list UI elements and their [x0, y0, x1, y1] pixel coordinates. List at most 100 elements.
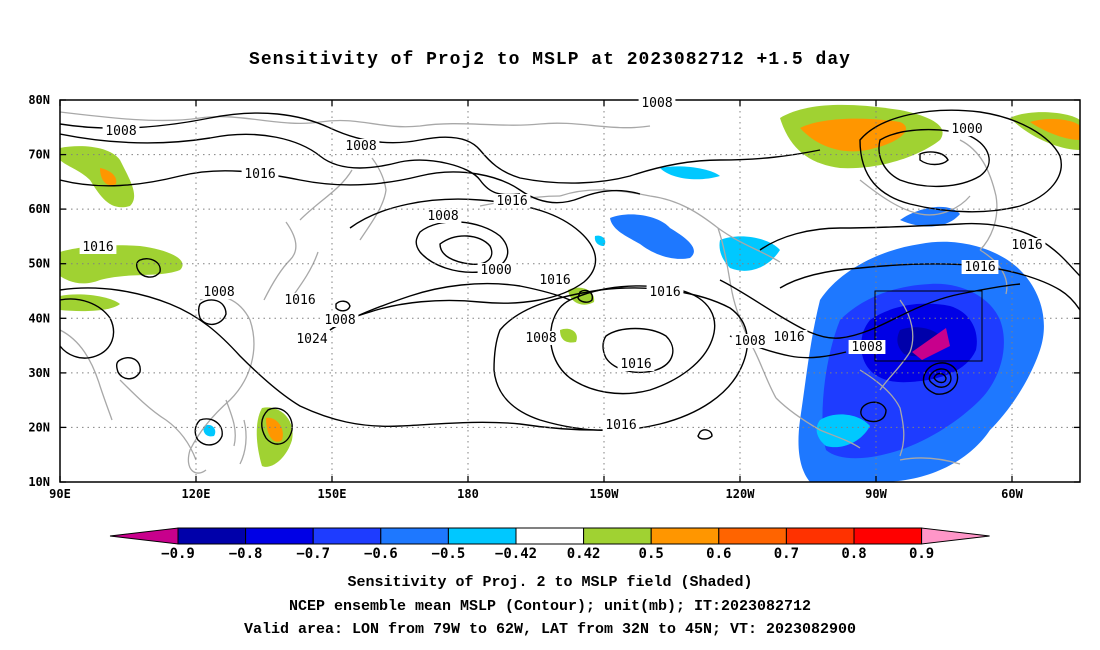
- shade-negative-canada: [719, 236, 780, 271]
- contour-label: 1016: [620, 357, 651, 372]
- contour-label-bg: [1008, 238, 1046, 252]
- lat-label: 80N: [28, 93, 50, 107]
- colorbar: −0.9 −0.8 −0.7 −0.6 −0.5 −0.42 0.42 0.5 0.6 0.7 0.…: [109, 527, 990, 562]
- contour-small-low-3: [135, 258, 161, 278]
- contour-hurricane-3: [922, 362, 959, 395]
- contour-label-bg: [477, 263, 515, 277]
- colorbar-segment: [785, 527, 855, 545]
- colorbar-segment: [447, 527, 517, 545]
- colorbar-level-label: 0.9: [909, 546, 934, 562]
- contour-hurricane-2: [933, 372, 947, 384]
- coast-kamchatka: [359, 157, 387, 241]
- shade-negative-carib: [816, 414, 870, 448]
- shade-negative-pnw: [610, 214, 694, 259]
- contour-label: 1000: [480, 263, 511, 278]
- lat-label: 70N: [28, 148, 50, 162]
- lon-label: 150W: [590, 487, 620, 501]
- contour-label: 1016: [773, 330, 804, 345]
- contour-small-low-2: [115, 356, 141, 380]
- contour-label-bg: [770, 330, 808, 344]
- sensitivity-shading: [60, 104, 1080, 482]
- lat-label: 30N: [28, 366, 50, 380]
- colorbar-segment: [245, 527, 314, 545]
- colorbar-level-label: −0.7: [296, 546, 330, 562]
- shade-positive-ph-core: [266, 417, 283, 442]
- coast-gulf: [859, 369, 905, 457]
- contour-label: 1016: [1011, 238, 1042, 253]
- contour-1008-canada: [759, 222, 1080, 277]
- contour-1016-america: [719, 279, 1021, 339]
- colorbar-level-label: 0.5: [639, 546, 664, 562]
- contour-1008-arctic-b: [60, 133, 401, 169]
- colorbar-level-label: 0.6: [706, 546, 731, 562]
- contour-1008-arctic-a: [60, 112, 821, 184]
- contour-hurricane2-1: [860, 401, 887, 423]
- caption-shaded: Sensitivity of Proj. 2 to MSLP field (Sh…: [347, 574, 753, 591]
- colorbar-level-label: −0.8: [229, 546, 263, 562]
- contour-1016-hi-outer: [493, 287, 749, 432]
- contour-label-bg: [200, 285, 238, 299]
- lon-axis: 90E 120E 150E 180 150W 120W 90W 60W: [49, 487, 1023, 501]
- contour-1000-atl-low: [878, 128, 990, 188]
- contour-label-bg: [102, 124, 140, 138]
- colorbar-segment: [515, 527, 585, 545]
- colorbar-level-label: −0.42: [495, 546, 537, 562]
- lon-label: 180: [457, 487, 479, 501]
- contour-label: 1008: [345, 139, 376, 154]
- contour-low-tiny-1: [335, 300, 351, 312]
- lat-label: 40N: [28, 311, 50, 325]
- contour-label-bg: [731, 334, 769, 348]
- contour-label-bg: [342, 139, 380, 153]
- colorbar-segment: [312, 527, 382, 545]
- contour-sc-low: [194, 418, 223, 446]
- coast-siberia: [60, 111, 651, 129]
- lon-label: 120E: [182, 487, 211, 501]
- coast-india: [60, 329, 113, 421]
- coast-east-us: [879, 299, 914, 391]
- shade-negative-ak: [660, 166, 720, 180]
- contour-1016-siberia: [60, 170, 641, 204]
- contour-label: 1024: [296, 332, 327, 347]
- colorbar-level-label: 0.42: [567, 546, 601, 562]
- coast-greenland: [959, 139, 998, 251]
- shade-positive-ne-core: [1030, 119, 1080, 140]
- colorbar-segment: [853, 527, 923, 545]
- shade-negative-ph-small: [203, 424, 216, 437]
- contour-label-bg: [638, 96, 676, 110]
- contour-low-tiny-3: [697, 429, 713, 440]
- contour-label-bg: [536, 273, 574, 287]
- contour-label-bg: [522, 331, 560, 345]
- colorbar-level-label: −0.9: [161, 546, 195, 562]
- contour-label: 1016: [539, 273, 570, 288]
- colorbar-segment: [718, 527, 787, 545]
- colorbar-arrow-low: [109, 527, 179, 545]
- contour-label-bg: [79, 240, 117, 254]
- contour-w-loop: [60, 298, 115, 359]
- shade-negative-extreme: [912, 328, 950, 360]
- contour-label-bg: [293, 332, 331, 346]
- valid-area-box: [874, 290, 983, 362]
- contour-label: 1008: [525, 331, 556, 346]
- contour-labels: 1008 1008 1008 1000 1016 1016 1008 1016 1000 1016…: [79, 96, 1046, 433]
- contour-label-bg: [646, 285, 684, 299]
- contour-1024-core: [602, 327, 674, 374]
- coast-sea-of-okhotsk: [299, 169, 353, 221]
- lat-label: 50N: [28, 257, 50, 271]
- shade-positive-west2: [60, 245, 183, 284]
- shade-positive-west: [60, 146, 135, 208]
- lon-label: 90E: [49, 487, 71, 501]
- colorbar-level-label: −0.6: [364, 546, 398, 562]
- lon-label: 150E: [318, 487, 347, 501]
- colorbar-segment: [177, 527, 247, 545]
- lat-label: 60N: [28, 202, 50, 216]
- colorbar-segment: [650, 527, 720, 545]
- contour-label-bg: [321, 313, 359, 327]
- contour-label: 1016: [496, 194, 527, 209]
- lon-label: 60W: [1001, 487, 1023, 501]
- contour-hurricane-1: [928, 368, 952, 388]
- contour-label: 1008: [734, 334, 765, 349]
- contour-label-bg: [424, 209, 462, 223]
- contour-label-bg: [602, 418, 640, 432]
- shade-positive-west-core: [100, 168, 117, 186]
